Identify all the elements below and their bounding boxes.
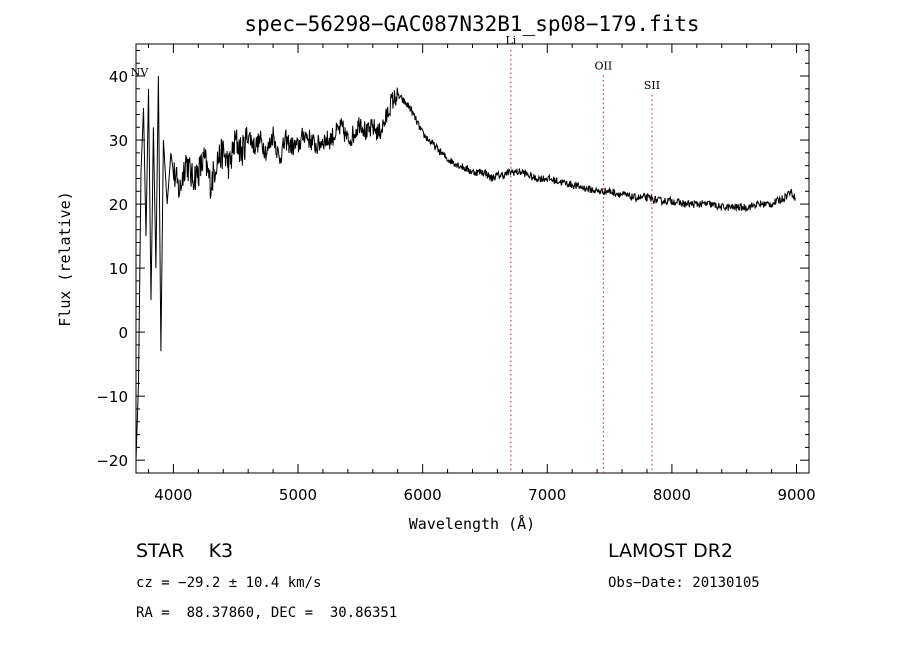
x-axis-label: Wavelength (Å) <box>409 514 535 533</box>
y-tick-label: 40 <box>109 68 128 86</box>
axis-ticks: 4000 5000 6000 7000 8000 9000 −20 −10 0 10 20 30 40 <box>96 44 816 504</box>
object-class: STAR <box>136 540 185 562</box>
y-tick-label: −10 <box>96 388 128 406</box>
plot-frame <box>135 43 810 474</box>
y-tick-label: −20 <box>96 452 128 470</box>
object-class-line: STAR K3 <box>136 540 233 562</box>
x-tick-label: 7000 <box>528 486 566 504</box>
object-subclass: K3 <box>208 540 234 562</box>
line-marker-label: Li <box>505 34 516 47</box>
y-tick-label: 30 <box>109 132 128 150</box>
x-tick-label: 4000 <box>154 486 192 504</box>
x-tick-label: 5000 <box>279 486 317 504</box>
y-tick-label: 0 <box>118 324 128 342</box>
line-markers: NV Li OII SII <box>131 34 660 473</box>
spectrum-series <box>135 75 796 461</box>
y-axis-label: Flux (relative) <box>56 191 74 326</box>
coordinates: RA = 88.37860, DEC = 30.86351 <box>136 605 398 621</box>
line-marker-label: OII <box>595 60 613 73</box>
line-marker-label: NV <box>131 66 150 79</box>
line-marker-label: SII <box>644 79 660 92</box>
y-tick-label: 20 <box>109 196 128 214</box>
observation-date: Obs−Date: 20130105 <box>608 575 760 591</box>
x-tick-label: 8000 <box>653 486 691 504</box>
x-tick-label: 9000 <box>777 486 815 504</box>
redshift-velocity: cz = −29.2 ± 10.4 km/s <box>136 575 322 591</box>
survey-name: LAMOST DR2 <box>608 540 733 562</box>
y-tick-label: 10 <box>109 260 128 278</box>
chart-title: spec−56298−GAC087N32B1_sp08−179.fits <box>244 12 699 36</box>
x-tick-label: 6000 <box>404 486 442 504</box>
spectrum-line <box>135 75 796 461</box>
